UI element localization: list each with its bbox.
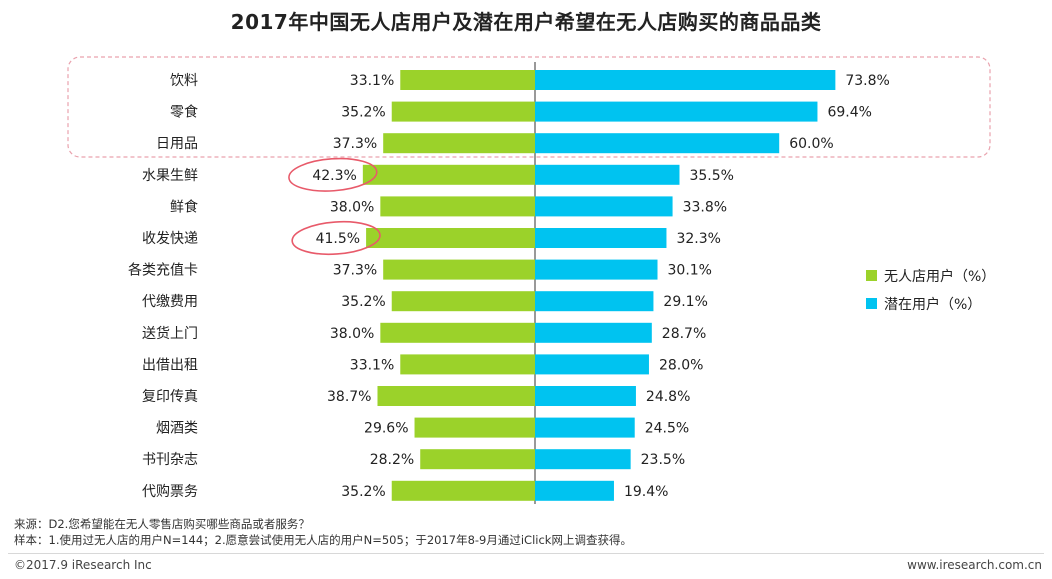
chart-title: 2017年中国无人店用户及潜在用户希望在无人店购买的商品品类 xyxy=(230,10,822,34)
category-label: 送货上门 xyxy=(142,325,198,342)
value-label-user: 37.3% xyxy=(333,136,377,152)
highlight-circle xyxy=(291,220,381,256)
value-label-potential: 19.4% xyxy=(624,484,668,500)
bar-user xyxy=(414,417,535,438)
bar-potential xyxy=(535,228,667,248)
bar-user xyxy=(400,354,535,375)
value-label-potential: 24.8% xyxy=(646,389,690,405)
value-label-user: 38.7% xyxy=(327,389,371,405)
copyright: ©2017.9 iResearch Inc xyxy=(14,558,152,572)
value-label-user: 42.3% xyxy=(312,168,356,184)
value-label-user: 41.5% xyxy=(316,231,360,247)
highlight-circle xyxy=(288,157,378,192)
value-label-potential: 33.8% xyxy=(683,199,727,215)
category-label: 各类充值卡 xyxy=(128,263,198,279)
bar-user xyxy=(420,449,535,470)
category-label: 书刊杂志 xyxy=(142,452,198,468)
value-label-user: 37.3% xyxy=(333,263,377,279)
category-label: 饮料 xyxy=(170,73,198,89)
source-note: 来源：D2.您希望能在无人零售店购买哪些商品或者服务？ xyxy=(14,517,310,531)
value-label-potential: 30.1% xyxy=(668,263,712,279)
sample-note: 样本：1.使用过无人店的用户N=144；2.愿意尝试使用无人店的用户N=505；… xyxy=(14,533,632,547)
value-label-user: 35.2% xyxy=(341,294,385,310)
value-label-user: 33.1% xyxy=(350,357,394,373)
category-label: 烟酒类 xyxy=(156,421,198,437)
category-label: 收发快递 xyxy=(142,231,198,247)
bar-potential xyxy=(535,449,631,470)
value-label-user: 38.0% xyxy=(330,326,374,342)
bar-user xyxy=(380,322,535,343)
category-label: 代购票务 xyxy=(142,484,198,500)
bar-potential xyxy=(535,70,836,90)
value-label-potential: 69.4% xyxy=(827,105,871,121)
value-label-potential: 73.8% xyxy=(845,73,889,89)
bar-user xyxy=(362,164,535,185)
bar-potential xyxy=(535,164,680,185)
bar-potential xyxy=(535,101,818,122)
value-label-user: 38.0% xyxy=(330,199,374,215)
bar-user xyxy=(383,259,535,280)
bar-potential xyxy=(535,480,614,501)
bar-potential xyxy=(535,196,673,217)
bar-potential xyxy=(535,354,649,375)
value-label-potential: 32.3% xyxy=(676,231,720,247)
website: www.iresearch.com.cn xyxy=(907,558,1042,572)
value-label-user: 28.2% xyxy=(370,452,414,468)
value-label-user: 33.1% xyxy=(350,73,394,89)
category-label: 代缴费用 xyxy=(142,294,198,310)
highlight-box xyxy=(67,56,991,158)
value-label-potential: 23.5% xyxy=(641,452,685,468)
bar-user xyxy=(377,386,535,406)
bar-user xyxy=(380,196,535,217)
value-label-user: 29.6% xyxy=(364,421,408,437)
footer-divider xyxy=(8,553,1044,554)
bar-potential xyxy=(535,133,780,154)
legend-swatch xyxy=(866,270,877,281)
value-label-potential: 28.7% xyxy=(662,326,706,342)
value-label-user: 35.2% xyxy=(341,105,385,121)
legend-label: 潜在用户（%） xyxy=(884,296,981,313)
bar-user xyxy=(366,228,535,248)
value-label-potential: 35.5% xyxy=(689,168,733,184)
bar-potential xyxy=(535,291,654,312)
bar-user xyxy=(391,101,535,122)
value-label-potential: 28.0% xyxy=(659,357,703,373)
legend-swatch xyxy=(866,298,877,309)
category-label: 出借出租 xyxy=(142,357,198,373)
bar-potential xyxy=(535,322,652,343)
bar-user xyxy=(400,70,535,90)
category-label: 水果生鲜 xyxy=(142,168,198,184)
category-label: 鲜食 xyxy=(170,198,198,215)
value-label-user: 35.2% xyxy=(341,484,385,500)
legend-label: 无人店用户（%） xyxy=(884,268,995,285)
bar-user xyxy=(391,291,535,312)
bar-potential xyxy=(535,417,635,438)
category-label: 零食 xyxy=(170,104,198,121)
value-label-potential: 24.5% xyxy=(645,421,689,437)
value-label-potential: 60.0% xyxy=(789,136,833,152)
bar-potential xyxy=(535,259,658,280)
bar-user xyxy=(391,480,535,501)
category-label: 复印传真 xyxy=(142,388,198,405)
category-label: 日用品 xyxy=(156,136,198,152)
value-label-potential: 29.1% xyxy=(663,294,707,310)
bar-user xyxy=(383,133,535,154)
bar-potential xyxy=(535,386,636,406)
